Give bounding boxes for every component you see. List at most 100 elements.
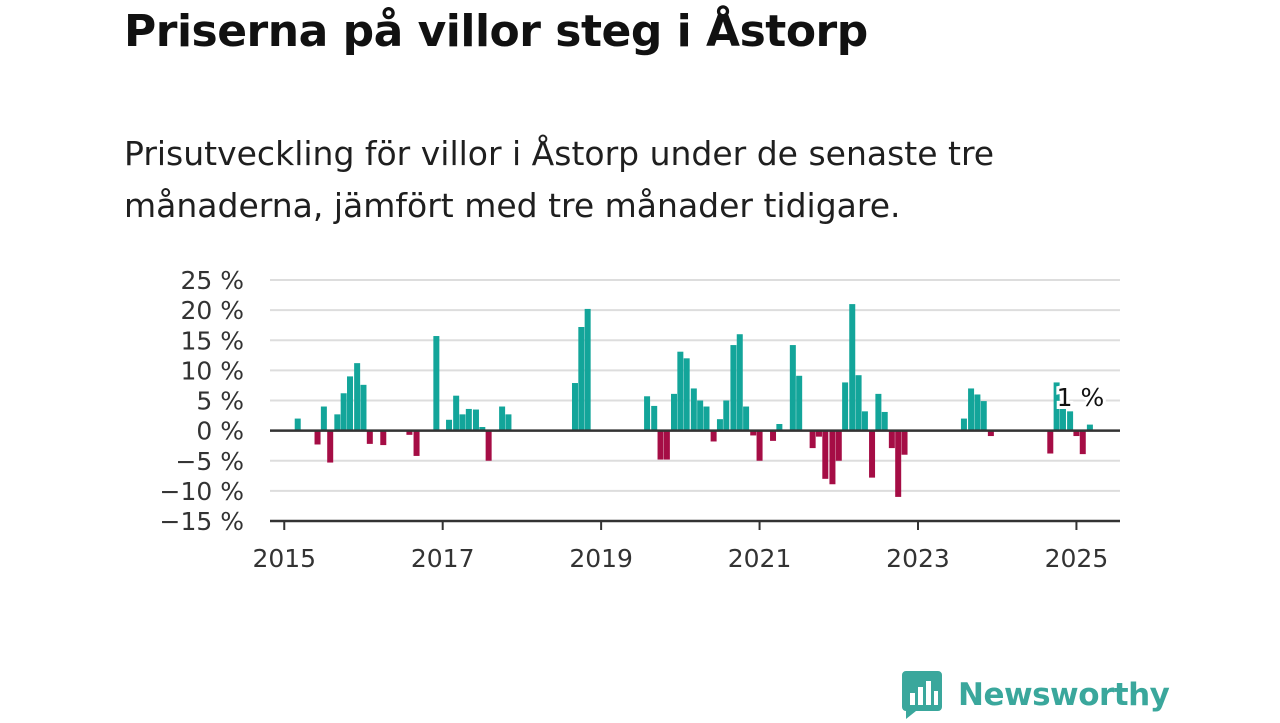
x-axis-ticks: 2015 2017 2019 2021 2023 2025 [252,521,1108,573]
bar-positive [842,382,849,431]
bar-positive [968,388,975,431]
bar-positive [465,408,472,431]
chart-title: Priserna på villor steg i Åstorp [124,6,868,57]
bar-negative [327,430,334,463]
y-tick-label: 25 % [180,266,244,295]
bar-positive [472,409,479,431]
bar-negative [829,430,836,485]
x-tick-label: 2025 [1045,544,1109,573]
bar-negative [710,430,717,442]
bar-negative [413,430,420,456]
y-tick-label: 5 % [196,387,244,416]
x-tick-label: 2023 [886,544,950,573]
y-tick-label: 20 % [180,296,244,325]
bar-negative [835,430,842,461]
bar-chart: 25 %20 %15 %10 %5 %0 %−5 %−10 %−15 % 201… [160,266,1120,573]
y-tick-label: −15 % [160,507,244,536]
y-tick-label: −10 % [160,477,244,506]
bar-positive [730,345,737,431]
bar-negative [663,430,670,460]
y-tick-label: −5 % [175,447,244,476]
bar-positive [974,394,981,431]
gridlines [270,279,1120,492]
bar-negative [366,430,373,444]
bar-positive [644,396,651,431]
bar-negative [888,430,895,449]
bar-positive [723,400,730,431]
x-tick-label: 2019 [569,544,633,573]
bar-negative [1047,430,1054,454]
bar-positive [459,414,466,431]
bar-positive [796,375,803,431]
bar-positive [776,423,783,431]
speech-bubble-bar-chart-icon [902,671,942,719]
bar-positive [716,419,723,431]
bar-negative [657,430,664,460]
bar-positive [578,326,585,431]
bar-positive [861,411,868,431]
bar-negative [822,430,829,479]
bar-negative [815,430,822,437]
value-labels: 1 % [1054,380,1108,415]
x-tick-label: 2021 [728,544,792,573]
bar-positive [1067,411,1074,431]
bar-negative [1079,430,1086,455]
bar-positive [697,400,704,431]
bar-positive [1059,406,1066,431]
bars [294,304,1093,497]
bar-negative [987,430,994,437]
bar-negative [869,430,876,478]
bar-positive [294,418,301,431]
bar-positive [334,414,341,431]
x-tick-label: 2017 [411,544,475,573]
bar-negative [770,430,777,441]
bar-negative [314,430,321,445]
bar-positive [347,376,354,431]
bar-positive [499,406,506,431]
bar-positive [651,405,658,431]
bar-positive [1086,424,1093,431]
bar-positive [875,393,882,431]
bar-negative [750,430,757,436]
brand-name: Newsworthy [958,677,1170,713]
latest-value-label: 1 % [1057,383,1105,412]
bar-negative [485,430,492,461]
bar-positive [736,334,743,431]
bar-negative [901,430,908,455]
bar-positive [584,308,591,431]
bar-positive [505,414,512,431]
bar-positive [354,363,361,431]
x-tick-label: 2015 [252,544,316,573]
bar-positive [849,304,856,431]
bar-positive [446,419,453,431]
y-tick-label: 15 % [180,326,244,355]
bar-positive [453,395,460,431]
bar-negative [380,430,387,446]
bar-positive [881,411,888,431]
bar-positive [980,401,987,431]
newsworthy-logo: Newsworthy [902,671,1170,719]
bar-positive [703,406,710,431]
bar-positive [1053,382,1060,431]
y-tick-label: 10 % [180,356,244,385]
y-tick-label: 0 % [196,417,244,446]
bar-negative [1073,430,1080,437]
bar-positive [340,393,347,431]
bar-negative [756,430,763,461]
bar-positive [677,351,684,431]
chart-subtitle: Prisutveckling för villor i Åstorp under… [124,134,995,225]
bar-positive [671,393,678,431]
bar-positive [789,345,796,431]
bar-negative [406,430,413,435]
axes [270,429,1120,523]
bar-positive [960,418,967,431]
bar-negative [809,430,816,449]
bar-positive [320,406,327,431]
y-axis-ticks: 25 %20 %15 %10 %5 %0 %−5 %−10 %−15 % [160,266,244,536]
bar-positive [683,358,690,431]
bar-positive [855,375,862,431]
bar-positive [571,383,578,431]
bar-positive [433,336,440,431]
bar-negative [895,430,902,497]
bar-positive [479,427,486,431]
